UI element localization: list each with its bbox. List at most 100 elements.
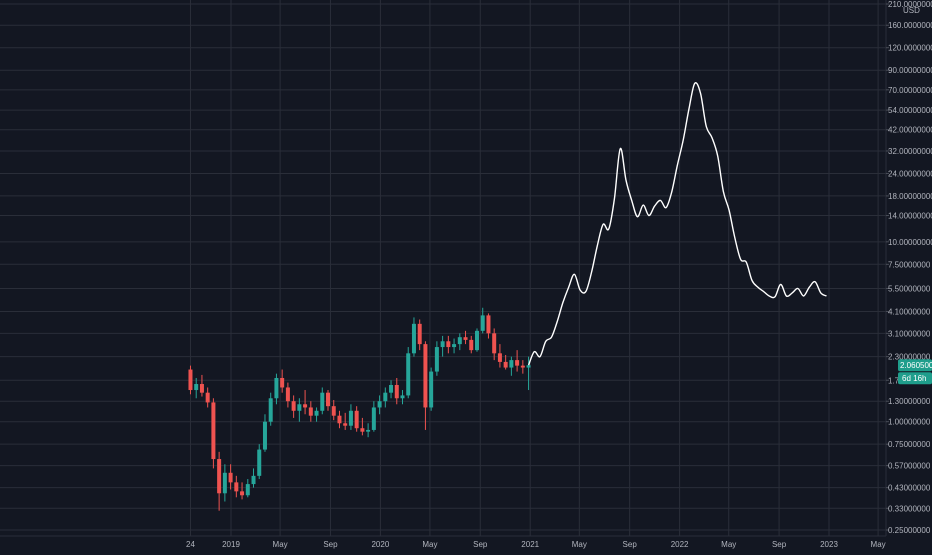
candle-body bbox=[366, 429, 371, 432]
candle-body bbox=[354, 410, 359, 429]
time-tick-label: May bbox=[273, 540, 288, 549]
candle-body bbox=[503, 361, 508, 368]
candle-body bbox=[383, 392, 388, 402]
candle-body bbox=[326, 392, 331, 407]
candle-body bbox=[434, 347, 439, 372]
candlestick-series bbox=[188, 307, 531, 511]
candle-body bbox=[337, 415, 342, 424]
candle-body bbox=[343, 423, 348, 426]
candle-body bbox=[389, 384, 394, 393]
candle-body bbox=[308, 407, 313, 416]
price-tick-label: 0.57000000 bbox=[888, 462, 931, 471]
candle-body bbox=[520, 365, 525, 368]
candle-body bbox=[297, 404, 302, 411]
candle-body bbox=[211, 402, 216, 460]
candle-body bbox=[245, 484, 250, 496]
candle-body bbox=[423, 344, 428, 408]
candle-body bbox=[469, 339, 474, 351]
time-axis[interactable]: 24 2019 May Sep 2020 May Sep 2021 May Sep 2022 May S… bbox=[0, 535, 886, 549]
last-price-value: 2.06050000 bbox=[900, 361, 932, 370]
candle-body bbox=[480, 315, 485, 331]
time-tick-label: May bbox=[422, 540, 437, 549]
price-tick-label: 5.50000000 bbox=[888, 285, 931, 294]
candle-body bbox=[257, 449, 262, 476]
candle-body bbox=[457, 337, 462, 345]
time-tick-label: 24 bbox=[186, 540, 195, 549]
price-tick-label: 10.00000000 bbox=[888, 238, 932, 247]
price-tick-label: 90.00000000 bbox=[888, 66, 932, 75]
price-axis[interactable]: 210.00000000 160.00000000 120.00000000 90.0… bbox=[885, 0, 932, 536]
time-tick-label: 2021 bbox=[521, 540, 539, 549]
candle-body bbox=[274, 377, 279, 399]
candle-body bbox=[320, 392, 325, 411]
candle-body bbox=[526, 365, 531, 368]
candle-body bbox=[474, 330, 479, 351]
last-price-badge: 2.06050000 bbox=[898, 359, 932, 372]
candle-body bbox=[285, 387, 290, 402]
candle-body bbox=[497, 353, 502, 362]
price-tick-label: 160.00000000 bbox=[888, 21, 932, 30]
candle-body bbox=[411, 323, 416, 354]
candle-body bbox=[348, 410, 353, 426]
price-tick-label: 0.43000000 bbox=[888, 484, 931, 493]
time-tick-label: 2020 bbox=[371, 540, 389, 549]
candle-body bbox=[406, 353, 411, 396]
candle-body bbox=[331, 406, 336, 416]
price-tick-label: 3.10000000 bbox=[888, 329, 931, 338]
last-price-badge-bg bbox=[898, 359, 932, 372]
candle-body bbox=[188, 369, 193, 391]
price-tick-label: 42.00000000 bbox=[888, 126, 932, 135]
price-tick-label: 0.75000000 bbox=[888, 440, 931, 449]
time-tick-label: 2022 bbox=[671, 540, 689, 549]
price-tick-label: 54.00000000 bbox=[888, 106, 932, 115]
candle-body bbox=[240, 491, 245, 496]
countdown-value: 6d 16h bbox=[902, 374, 926, 383]
price-tick-label: 70.00000000 bbox=[888, 86, 932, 95]
candle-body bbox=[452, 344, 457, 348]
candle-body bbox=[446, 341, 451, 348]
time-tick-label: May bbox=[572, 540, 587, 549]
candle-body bbox=[222, 472, 227, 494]
candle-body bbox=[314, 410, 319, 416]
price-tick-label: 2.30000000 bbox=[888, 353, 931, 362]
countdown-badge-bg bbox=[898, 372, 932, 385]
time-tick-label: Sep bbox=[473, 540, 488, 549]
candle-body bbox=[251, 475, 256, 485]
candle-body bbox=[509, 360, 514, 368]
price-tick-label: 32.00000000 bbox=[888, 147, 932, 156]
price-tick-label: 120.00000000 bbox=[888, 44, 932, 53]
currency-label: USD bbox=[903, 6, 920, 15]
price-tick-label: 1.30000000 bbox=[888, 397, 931, 406]
candle-body bbox=[205, 392, 210, 403]
candle-body bbox=[463, 337, 468, 340]
price-tick-label: 18.00000000 bbox=[888, 192, 932, 201]
candle-body bbox=[492, 333, 497, 354]
candle-body bbox=[377, 401, 382, 408]
candle-body bbox=[291, 401, 296, 411]
candle-body bbox=[429, 371, 434, 408]
candle-body bbox=[199, 384, 204, 393]
gridlines bbox=[0, 0, 886, 536]
time-tick-label: May bbox=[871, 540, 886, 549]
time-tick-label: 2019 bbox=[222, 540, 240, 549]
time-tick-label: Sep bbox=[323, 540, 338, 549]
countdown-badge: 6d 16h bbox=[898, 372, 932, 385]
projection-series bbox=[527, 82, 827, 366]
candle-body bbox=[394, 384, 399, 399]
candle-body bbox=[234, 482, 239, 492]
price-tick-label: 0.25000000 bbox=[888, 526, 931, 535]
candle-body bbox=[194, 384, 199, 391]
candle-body bbox=[417, 323, 422, 345]
price-tick-label: 14.00000000 bbox=[888, 212, 932, 221]
candle-body bbox=[515, 360, 520, 366]
price-tick-label: 24.00000000 bbox=[888, 169, 932, 178]
time-tick-label: 2023 bbox=[820, 540, 838, 549]
price-tick-label: 7.50000000 bbox=[888, 260, 931, 269]
time-tick-label: Sep bbox=[623, 540, 638, 549]
projection-line bbox=[527, 82, 827, 366]
candle-body bbox=[303, 404, 308, 408]
price-tick-label: 4.10000000 bbox=[888, 307, 931, 316]
